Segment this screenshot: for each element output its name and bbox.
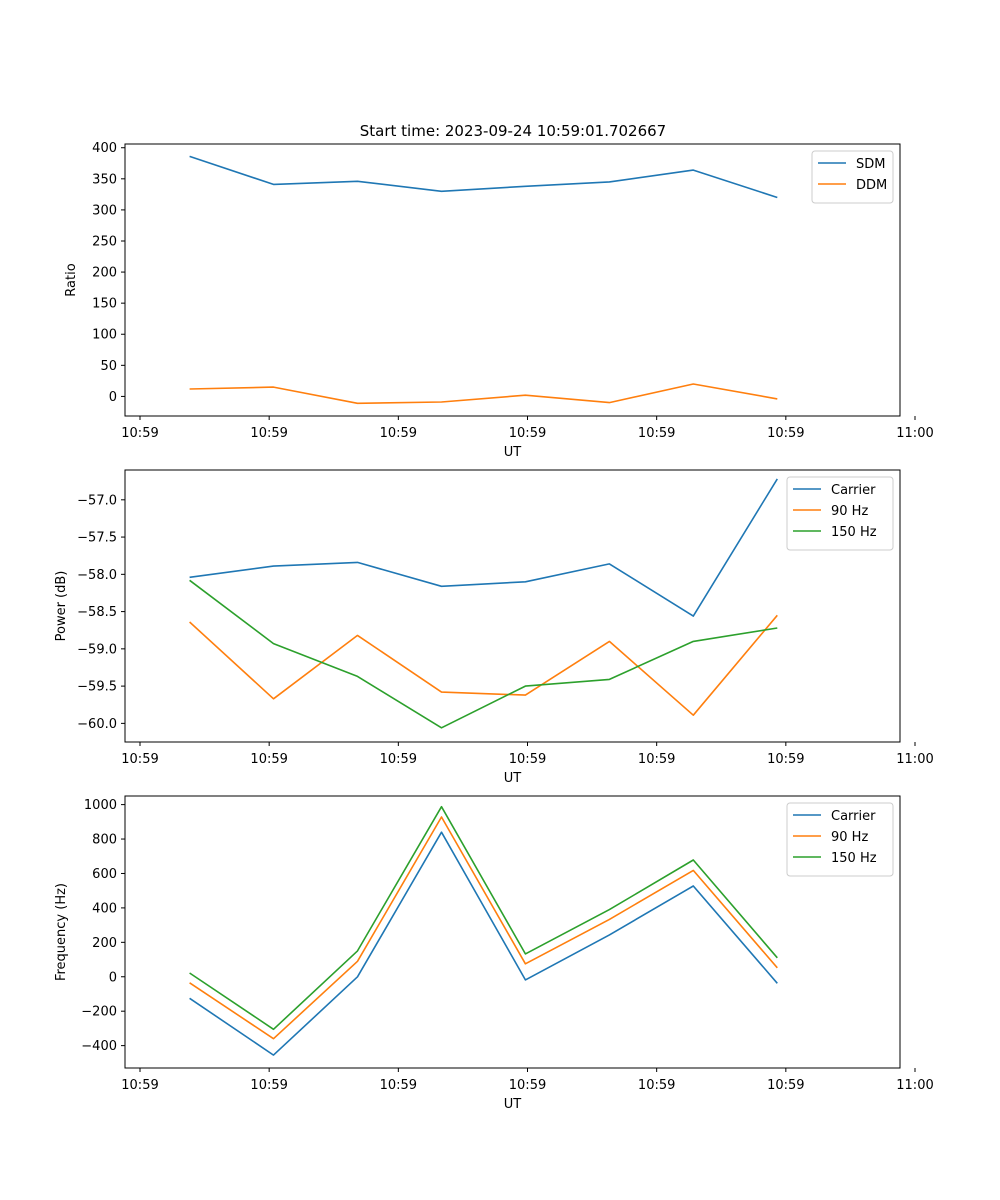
legend-label: Carrier	[831, 809, 876, 824]
legend: Carrier 90 Hz 150 Hz	[786, 476, 894, 551]
legend-label: 150 Hz	[831, 525, 877, 540]
y-tick-label: 0	[109, 970, 117, 985]
y-tick-label: 50	[100, 359, 117, 374]
series-line-carrier	[189, 831, 778, 1056]
x-axis-label: UT	[504, 445, 522, 460]
series-line-sdm	[189, 155, 778, 199]
y-tick-label: −59.5	[77, 680, 117, 695]
y-tick-label: 400	[92, 901, 117, 916]
legend-label: Carrier	[831, 483, 876, 498]
series-line-150-hz	[189, 805, 778, 1031]
series-line-150-hz	[189, 579, 778, 729]
legend: Carrier 90 Hz 150 Hz	[786, 802, 894, 877]
x-tick-label: 10:59	[250, 1078, 287, 1093]
chart-2: 10:59 10:59 10:59 10:59 10:59 10:59 11:00 −60.0…	[54, 469, 934, 786]
x-tick-label: 10:59	[121, 426, 158, 441]
x-axis-label: UT	[504, 1097, 522, 1112]
axes-frame	[124, 795, 901, 1069]
x-tick-label: 10:59	[380, 1078, 417, 1093]
y-tick-label: 1000	[84, 798, 117, 813]
y-tick-label: 0	[109, 390, 117, 405]
y-tick-label: 350	[92, 172, 117, 187]
x-tick-label: 11:00	[896, 1078, 933, 1093]
x-tick-label: 10:59	[509, 752, 546, 767]
y-axis-label: Power (dB)	[54, 571, 69, 642]
series-line-90-hz	[189, 816, 778, 1040]
x-tick-label: 10:59	[380, 752, 417, 767]
y-tick-label: −57.0	[77, 493, 117, 508]
y-tick-label: 800	[92, 833, 117, 848]
x-tick-label: 10:59	[509, 1078, 546, 1093]
plots-container: 10:59 10:59 10:59 10:59 10:59 10:59 11:00 0 50 10…	[54, 141, 934, 1112]
legend-label: SDM	[856, 157, 885, 172]
x-tick-label: 10:59	[121, 752, 158, 767]
legend-label: 150 Hz	[831, 851, 877, 866]
y-tick-label: −58.5	[77, 605, 117, 620]
x-tick-label: 10:59	[250, 752, 287, 767]
x-tick-label: 10:59	[250, 426, 287, 441]
x-tick-label: 11:00	[896, 426, 933, 441]
axes-frame	[124, 469, 901, 743]
x-axis-label: UT	[504, 771, 522, 786]
series-line-ddm	[189, 383, 778, 405]
legend-label: 90 Hz	[831, 504, 868, 519]
x-tick-label: 10:59	[121, 1078, 158, 1093]
y-tick-label: −400	[81, 1039, 117, 1054]
y-tick-label: 200	[92, 266, 117, 281]
y-tick-label: 100	[92, 328, 117, 343]
legend: SDM DDM	[811, 150, 894, 204]
legend-box	[811, 150, 894, 204]
y-axis-label: Frequency (Hz)	[54, 883, 69, 981]
chart-1: 10:59 10:59 10:59 10:59 10:59 10:59 11:00 0 50 10…	[64, 141, 934, 460]
y-tick-label: −57.5	[77, 531, 117, 546]
y-tick-label: −58.0	[77, 568, 117, 583]
x-tick-label: 10:59	[767, 1078, 804, 1093]
x-tick-label: 10:59	[380, 426, 417, 441]
x-tick-label: 10:59	[638, 426, 675, 441]
y-tick-label: −60.0	[77, 717, 117, 732]
legend-label: 90 Hz	[831, 830, 868, 845]
y-axis-label: Ratio	[64, 263, 79, 296]
y-tick-label: 200	[92, 936, 117, 951]
x-tick-label: 11:00	[896, 752, 933, 767]
y-tick-label: −200	[81, 1005, 117, 1020]
chart-3: 10:59 10:59 10:59 10:59 10:59 10:59 11:00 −400 −…	[54, 795, 934, 1112]
y-tick-label: 250	[92, 234, 117, 249]
y-tick-label: 150	[92, 297, 117, 312]
x-tick-label: 10:59	[767, 752, 804, 767]
x-tick-label: 10:59	[509, 426, 546, 441]
y-tick-label: 600	[92, 867, 117, 882]
x-tick-label: 10:59	[767, 426, 804, 441]
axes-frame	[124, 143, 901, 417]
x-tick-label: 10:59	[638, 1078, 675, 1093]
series-line-carrier	[189, 478, 778, 617]
series-line-90-hz	[189, 614, 778, 717]
figure-title: Start time: 2023-09-24 10:59:01.702667	[360, 122, 666, 140]
y-tick-label: 300	[92, 203, 117, 218]
y-tick-label: −59.0	[77, 642, 117, 657]
y-tick-label: 400	[92, 141, 117, 156]
x-tick-label: 10:59	[638, 752, 675, 767]
legend-label: DDM	[856, 178, 887, 193]
